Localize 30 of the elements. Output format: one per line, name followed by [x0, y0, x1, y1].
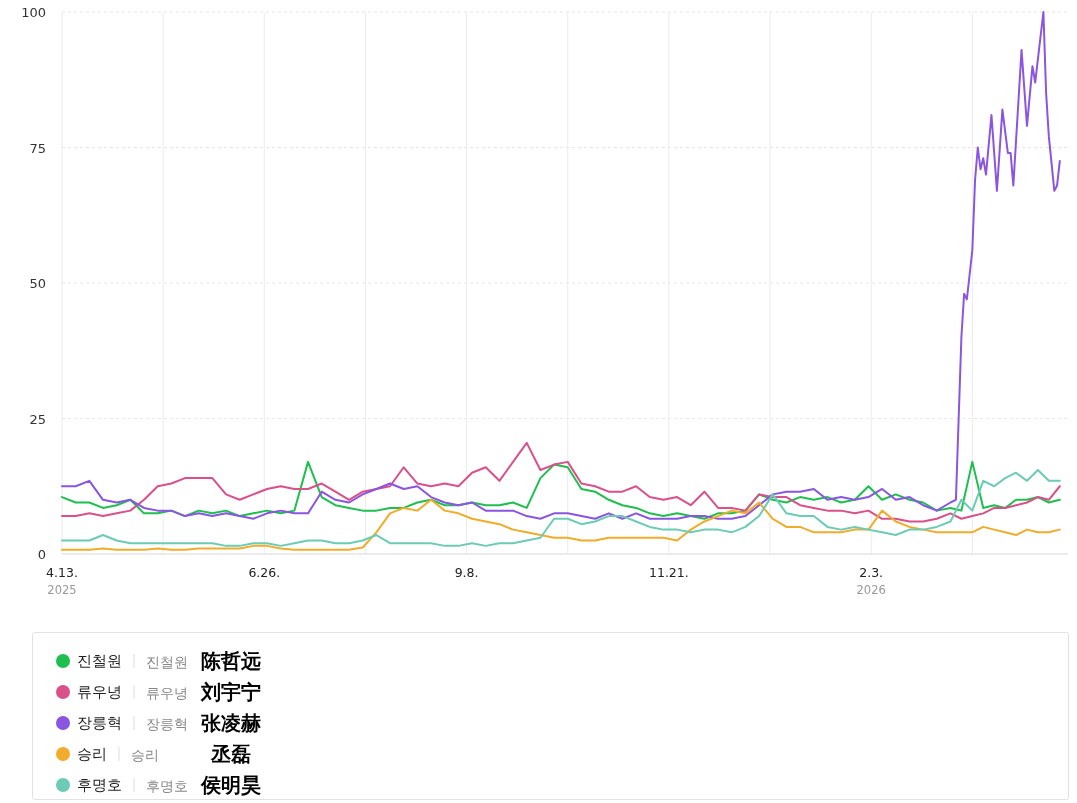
legend-label: 장릉혁 — [77, 715, 122, 731]
text: 侯明昊 — [201, 773, 261, 797]
line-series — [61, 11, 1061, 520]
text: 장릉혁 — [146, 716, 188, 732]
text: 丞磊 — [211, 742, 251, 766]
x-tick-label: 4.13. 2025 — [46, 565, 78, 597]
text: 张凌赫 — [201, 711, 261, 735]
x-tick-label: 6.26. — [248, 565, 281, 580]
legend-label: 승리 — [77, 746, 107, 762]
legend-label: 후명호 — [77, 777, 122, 793]
text: 陈哲远 — [201, 649, 261, 673]
y-tick-label: 25 — [29, 411, 46, 427]
text: 승리 — [131, 747, 159, 763]
x-tick-label: 11.21. — [649, 565, 689, 580]
text: 류우녕 — [146, 685, 188, 701]
x-tick-label: 2.3. 2026 — [856, 565, 886, 597]
text: 진철원 — [146, 654, 188, 670]
legend-label: 류우녕 — [77, 684, 122, 700]
line-series — [61, 468, 1061, 547]
line-series — [61, 460, 1061, 520]
legend-label: 진철원 — [77, 653, 122, 669]
x-tick-label: 9.8. — [454, 565, 479, 580]
text: 刘宇宁 — [201, 680, 261, 704]
y-tick-label: 75 — [29, 140, 46, 156]
y-tick-label: 50 — [29, 276, 46, 291]
line-series — [61, 498, 1061, 551]
y-tick-label: 100 — [21, 5, 46, 20]
text: 후명호 — [146, 778, 188, 794]
y-tick-label: 0 — [37, 547, 46, 562]
line-series — [61, 441, 1061, 523]
